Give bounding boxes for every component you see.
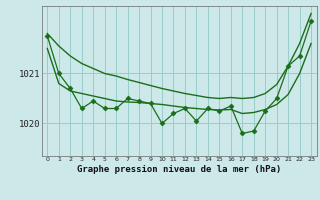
X-axis label: Graphe pression niveau de la mer (hPa): Graphe pression niveau de la mer (hPa) [77,165,281,174]
